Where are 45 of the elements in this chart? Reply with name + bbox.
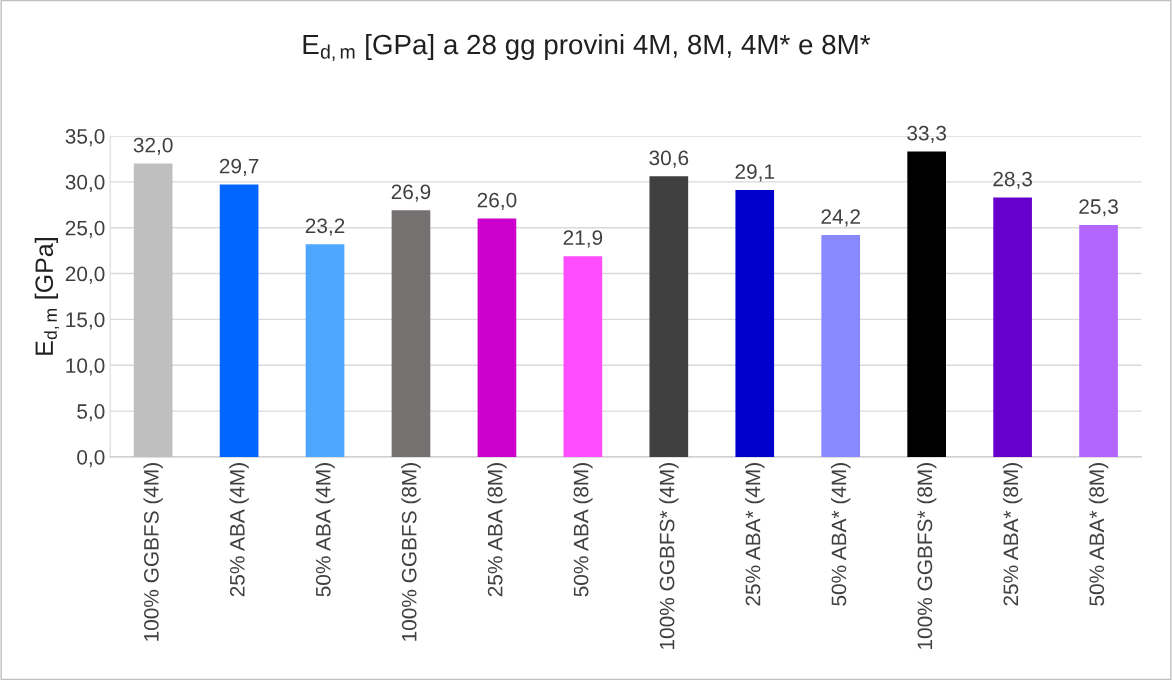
data-label: 29,7	[219, 158, 259, 176]
y-tick-label: 10,0	[66, 358, 105, 376]
y-tick-label: 20,0	[65, 266, 105, 284]
bar	[649, 176, 689, 457]
data-label: 32,0	[133, 137, 173, 155]
data-label: 24,2	[821, 209, 860, 227]
y-tick-label: 35,0	[65, 129, 105, 147]
data-label: 23,2	[305, 218, 345, 236]
data-label: 33,3	[907, 125, 947, 143]
bar	[477, 218, 517, 457]
x-tick-label: 100% GGBFS (8M)	[401, 463, 421, 641]
data-label: 26,9	[391, 184, 431, 202]
x-tick-label: 100% GGBFS (4M)	[143, 463, 163, 641]
x-tick-label: 50% ABA (4M)	[315, 463, 335, 597]
data-label: 25,3	[1079, 199, 1118, 217]
y-tick-label: 30,0	[65, 174, 105, 193]
data-label: 26,0	[477, 192, 517, 210]
data-label: 21,9	[563, 230, 603, 248]
data-label: 29,1	[735, 164, 775, 182]
x-tick-label: 25% ABA* (4M)	[745, 463, 765, 606]
bar	[907, 151, 946, 457]
x-tick-label: 50% ABA (8M)	[573, 463, 593, 597]
bar	[219, 184, 259, 457]
y-tick-label: 25,0	[65, 220, 105, 238]
y-tick-label: 0,0	[77, 449, 105, 468]
y-axis-title: E$_{d,m}$ [GPa]	[34, 238, 60, 355]
y-tick-label: 15,0	[66, 312, 105, 330]
bar	[735, 190, 775, 457]
y-tick-label: 5,0	[77, 404, 105, 422]
x-tick-label: 25% ABA (4M)	[229, 463, 249, 597]
bar	[305, 244, 345, 457]
x-tick-label: 100% GGBFS* (4M)	[659, 463, 679, 649]
data-label: 28,3	[993, 171, 1032, 189]
x-tick-label: 25% ABA (8M)	[487, 463, 507, 597]
x-tick-label: 100% GGBFS* (8M)	[916, 463, 937, 649]
x-tick-label: 50% ABA* (4M)	[831, 463, 851, 606]
bar	[1079, 224, 1118, 457]
bar	[821, 235, 861, 457]
data-label: 30,6	[649, 150, 689, 168]
x-tick-label: 25% ABA* (8M)	[1002, 463, 1023, 606]
chart-title: E$_{d,m}$ [GPa] a 28 gg provini 4M, 8M, 4M* e 8M*	[303, 33, 871, 62]
x-tick-label: 50% ABA* (8M)	[1088, 463, 1109, 606]
bar	[563, 256, 603, 457]
bar	[993, 197, 1032, 457]
bar	[391, 210, 431, 457]
